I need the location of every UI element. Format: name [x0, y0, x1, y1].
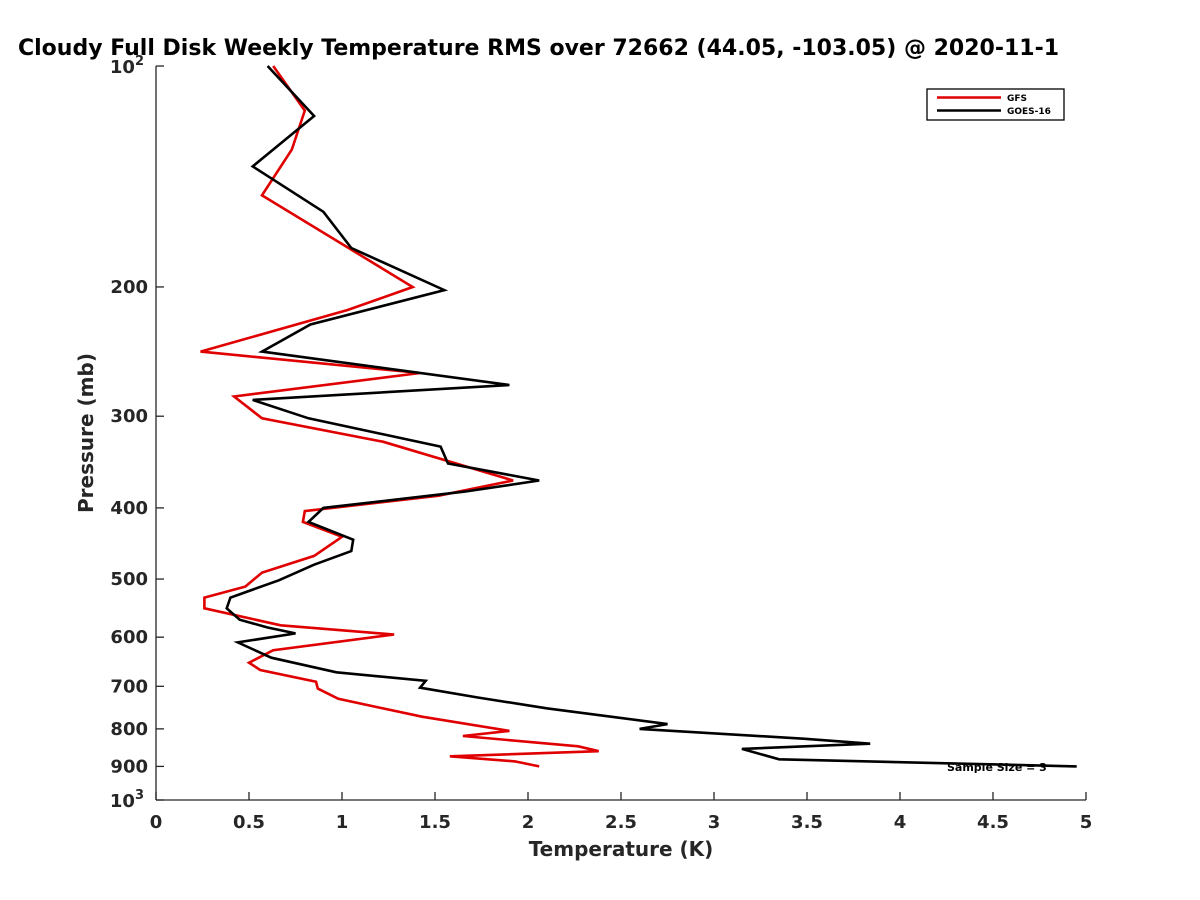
y-ticks: 102 200 300 400 500 600 700 800 900 103 — [110, 54, 164, 812]
series-line-goes16 — [225, 65, 1077, 768]
y-tick-label: 900 — [110, 756, 148, 777]
x-tick-label: 3 — [708, 812, 721, 833]
y-tick-label: 600 — [110, 627, 148, 648]
y-tick-label: 200 — [110, 277, 148, 298]
x-tick-label: 5 — [1080, 812, 1093, 833]
y-tick-label: 103 — [110, 788, 144, 812]
x-tick-label: 0.5 — [233, 812, 265, 833]
x-tick-label: 1 — [336, 812, 349, 833]
y-tick-label: 700 — [110, 676, 148, 697]
series-line-gfs — [200, 65, 600, 768]
x-ticks: 0 0.5 1 1.5 2 2.5 3 3.5 4 4.5 5 — [150, 792, 1093, 833]
x-tick-label: 0 — [150, 812, 163, 833]
y-tick-label: 800 — [110, 719, 148, 740]
chart-title: Cloudy Full Disk Weekly Temperature RMS … — [18, 36, 1059, 61]
legend-box — [926, 88, 1065, 121]
data-series — [200, 65, 1077, 768]
legend-label-gfs: GFS — [1007, 94, 1027, 104]
plot-axes — [155, 66, 1086, 801]
y-tick-label: 400 — [110, 498, 148, 519]
y-tick-label: 102 — [110, 54, 144, 78]
y-tick-label: 500 — [110, 569, 148, 590]
x-tick-label: 4 — [894, 812, 907, 833]
x-tick-label: 2 — [522, 812, 535, 833]
legend: GFS GOES-16 — [926, 88, 1065, 121]
sample-size-annotation: Sample Size = 3 — [947, 761, 1047, 774]
legend-label-goes16: GOES-16 — [1007, 107, 1051, 117]
y-tick-label: 300 — [110, 406, 148, 427]
x-tick-label: 1.5 — [419, 812, 451, 833]
x-tick-label: 2.5 — [605, 812, 637, 833]
x-tick-label: 3.5 — [791, 812, 823, 833]
x-axis-label: Temperature (K) — [529, 837, 714, 861]
y-axis-label: Pressure (mb) — [74, 353, 98, 513]
x-tick-label: 4.5 — [977, 812, 1009, 833]
